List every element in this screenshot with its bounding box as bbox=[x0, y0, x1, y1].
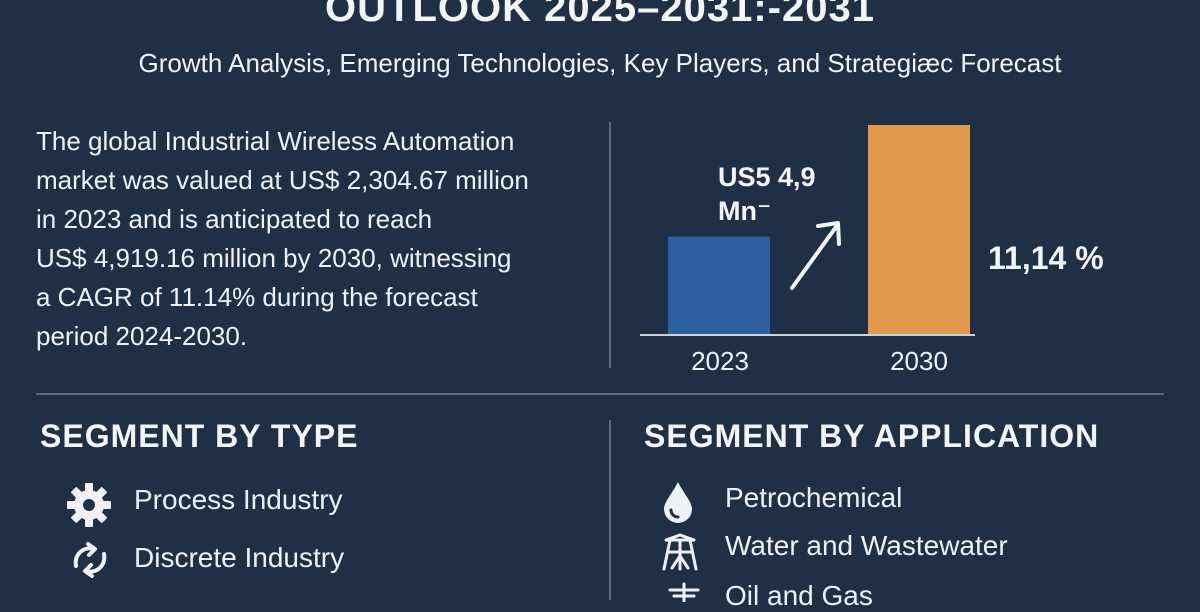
segment-type-title: SEGMENT BY TYPE bbox=[40, 418, 359, 454]
summary-line: US$ 4,919.16 million by 2030, witnessing bbox=[36, 243, 512, 273]
oil-rig-icon bbox=[664, 582, 704, 607]
droplet-icon bbox=[660, 480, 696, 529]
summary-line: period 2024-2030. bbox=[36, 321, 248, 351]
segment-application-title: SEGMENT BY APPLICATION bbox=[644, 418, 1100, 454]
growth-arrow-icon bbox=[790, 221, 841, 290]
bar-chart-svg bbox=[640, 125, 975, 336]
annotation-line: Mn⁻ bbox=[718, 196, 772, 226]
horizontal-divider bbox=[36, 393, 1164, 395]
annotation-line: US5 4,9 bbox=[718, 162, 816, 192]
vertical-divider-bottom bbox=[609, 420, 611, 600]
market-summary: The global Industrial Wireless Automatio… bbox=[36, 122, 596, 356]
cycle-arrows-icon bbox=[68, 540, 112, 585]
segment-type-item: Discrete Industry bbox=[134, 542, 345, 573]
bar-2023 bbox=[668, 236, 770, 335]
bar-category-label: 2023 bbox=[691, 346, 749, 376]
page-subtitle: Growth Analysis, Emerging Technologies, … bbox=[138, 48, 1062, 78]
segment-application-item: Oil and Gas bbox=[725, 580, 873, 611]
vertical-divider-top bbox=[609, 122, 611, 368]
page-title: OUTLOOK 2025–2031:-2031 bbox=[325, 0, 875, 30]
value-annotation: US5 4,9 Mn⁻ bbox=[718, 160, 816, 228]
water-tower-icon bbox=[658, 532, 702, 577]
market-bar-chart: 2023 2030 US5 4,9 Mn⁻ 11,14 % bbox=[630, 110, 1170, 390]
segment-type-item: Process Industry bbox=[134, 484, 343, 515]
segment-application-item: Petrochemical bbox=[725, 482, 903, 513]
gear-icon bbox=[66, 482, 112, 533]
bar-category-label: 2030 bbox=[890, 346, 948, 376]
summary-line: in 2023 and is anticipated to reach bbox=[36, 204, 433, 234]
summary-line: market was valued at US$ 2,304.67 millio… bbox=[36, 165, 529, 195]
cagr-label: 11,14 % bbox=[988, 240, 1104, 276]
summary-line: a CAGR of 11.14% during the forecast bbox=[36, 282, 478, 312]
segment-application-item: Water and Wastewater bbox=[725, 530, 1008, 561]
summary-line: The global Industrial Wireless Automatio… bbox=[36, 126, 515, 156]
bar-2030 bbox=[868, 125, 970, 335]
